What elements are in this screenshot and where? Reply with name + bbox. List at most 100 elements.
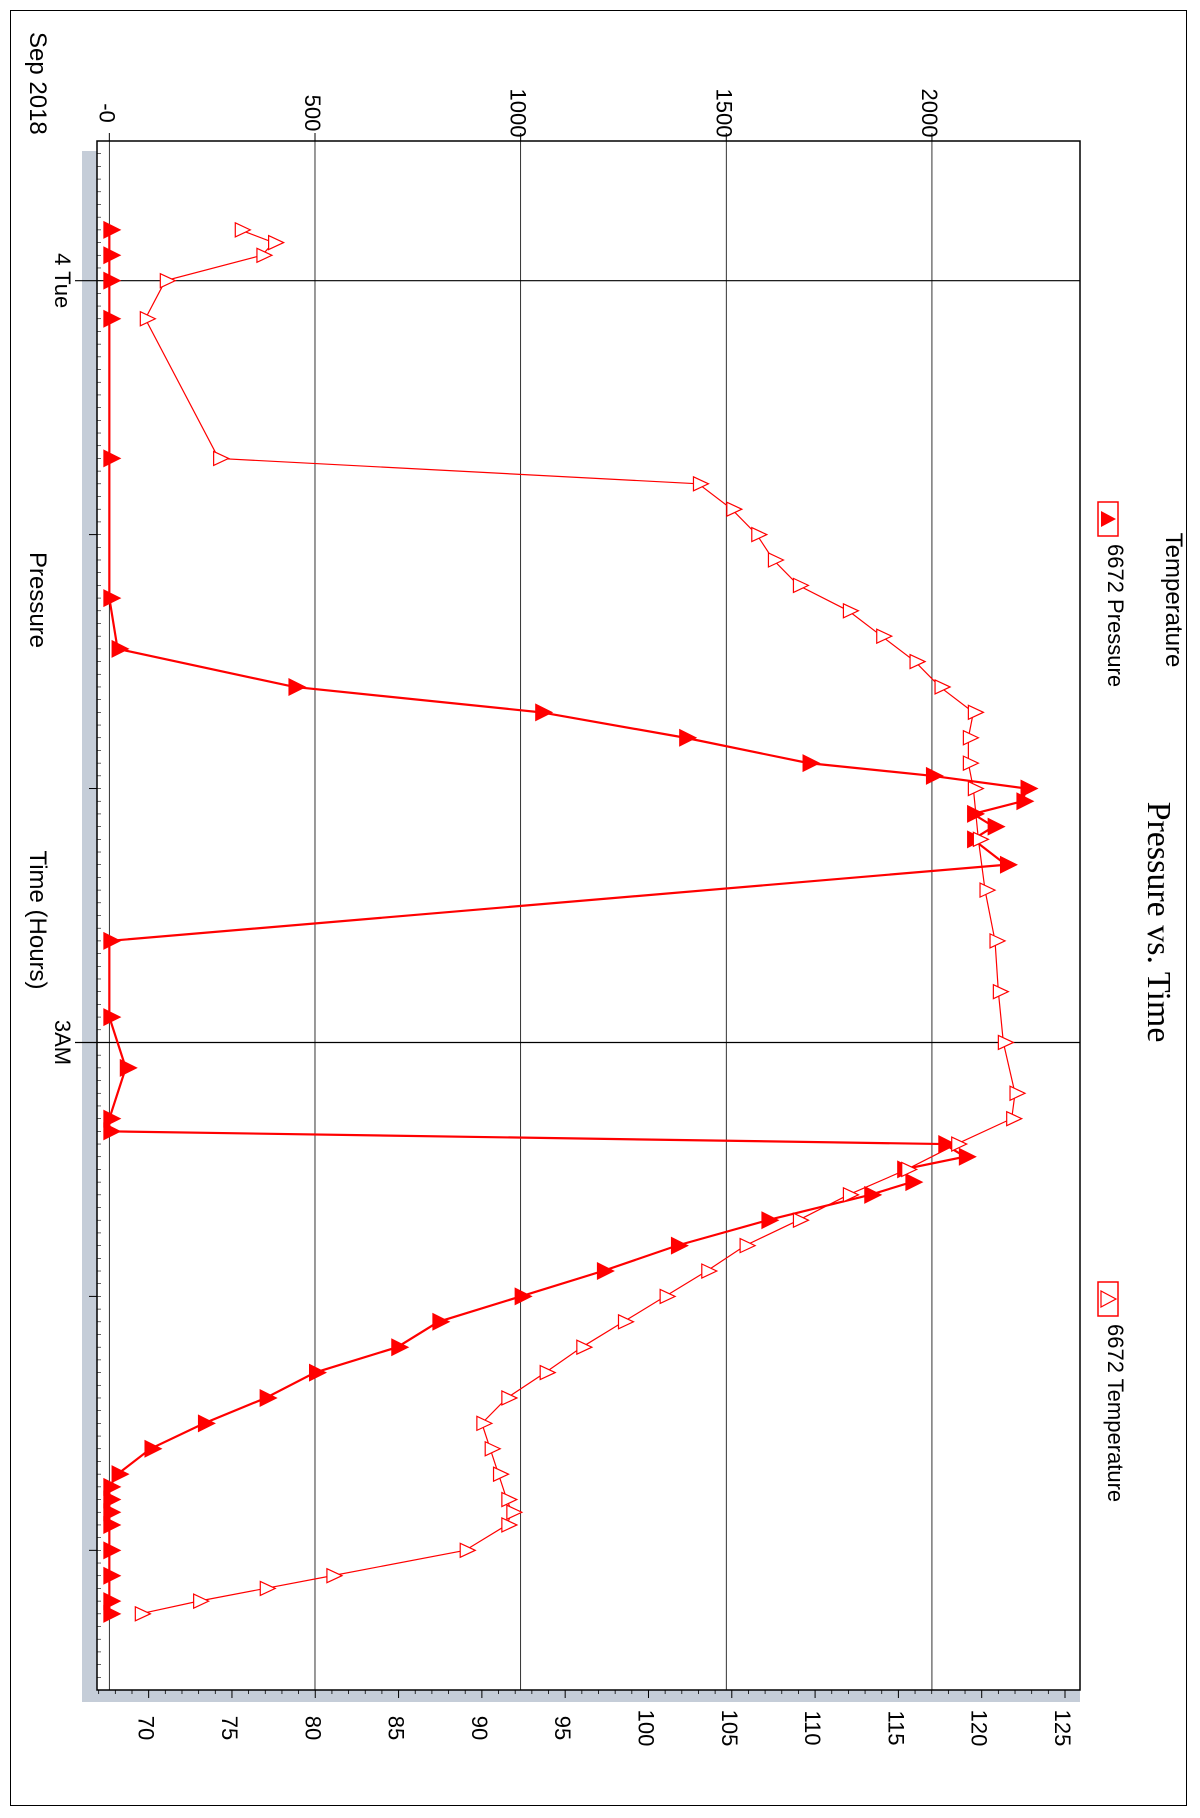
pressure-point — [679, 728, 698, 747]
temperature-point — [997, 1034, 1015, 1051]
temperature-point — [692, 475, 710, 492]
temperature-tick-label: 75 — [217, 1716, 242, 1740]
pressure-point — [596, 1262, 615, 1281]
pressure-point — [103, 309, 122, 328]
temperature-point — [842, 1186, 860, 1203]
pressure-point — [103, 1592, 122, 1611]
temperature-point — [876, 628, 894, 645]
temperature-point — [751, 526, 769, 543]
time-scroll-bar[interactable] — [82, 151, 97, 1702]
pressure-point — [111, 639, 130, 658]
temperature-point — [326, 1567, 344, 1584]
pressure-point — [103, 1566, 122, 1585]
pressure-point — [197, 1414, 216, 1433]
temperature-point — [259, 1580, 277, 1597]
temperature-point — [193, 1593, 211, 1610]
pressure-point — [103, 246, 122, 265]
temperature-point — [134, 1605, 152, 1622]
chart-title: Pressure vs. Time — [1140, 802, 1177, 1043]
temperature-point — [1009, 1085, 1027, 1102]
temperature-point — [967, 704, 985, 721]
temperature-point — [659, 1288, 677, 1305]
pressure-point — [103, 1503, 122, 1522]
temperature-point — [256, 247, 274, 264]
pressure-point — [103, 1604, 122, 1623]
time-axis-label: Time (Hours) — [24, 850, 51, 989]
temperature-point — [234, 221, 252, 238]
temperature-tick-label: 100 — [633, 1710, 658, 1747]
pressure-point — [905, 1173, 924, 1192]
legend-marker — [1100, 1290, 1118, 1308]
temperature-point — [767, 552, 785, 568]
temperature-point — [501, 1491, 519, 1508]
pressure-point — [103, 1515, 122, 1534]
temperature-point — [951, 1136, 969, 1152]
pressure-point — [144, 1439, 163, 1458]
pressure-point — [925, 766, 944, 785]
legend-item: 6672 Pressure — [1097, 501, 1128, 687]
temperature-tick-label: 125 — [1050, 1710, 1075, 1747]
temperature-point — [967, 780, 985, 797]
pressure-point — [938, 1135, 957, 1154]
pressure-point — [259, 1388, 278, 1407]
pressure-tick-label: -0 — [94, 103, 119, 123]
temperature-point — [476, 1415, 494, 1432]
temperature-point — [909, 653, 927, 670]
legend-marker — [1101, 511, 1116, 527]
temperature-point — [962, 729, 980, 746]
temperature-point — [501, 1390, 519, 1406]
temperature-point — [739, 1237, 757, 1254]
pressure-point — [391, 1338, 410, 1357]
legend-item: 6672 Temperature — [1097, 1281, 1128, 1502]
chart-frame — [10, 10, 1187, 1806]
pressure-point — [103, 589, 122, 608]
pressure-point — [1016, 792, 1035, 811]
legend: 6672 Pressure 6672 Temperature — [1097, 501, 1128, 1502]
temperature-point — [501, 1517, 519, 1533]
pressure-point — [119, 1058, 138, 1077]
pressure-point — [103, 271, 122, 290]
pressure-point — [103, 220, 122, 239]
temperature-point — [726, 501, 744, 518]
pressure-point — [103, 1109, 122, 1128]
pressure-point — [670, 1236, 689, 1255]
temperature-tick-label: 115 — [883, 1710, 908, 1745]
temperature-point — [213, 450, 231, 467]
pressure-point — [103, 1008, 122, 1027]
temperature-tick-label: 120 — [967, 1710, 992, 1747]
temperature-point — [792, 1212, 810, 1229]
temperature-tick-label: 105 — [717, 1710, 742, 1747]
pressure-point — [987, 817, 1006, 836]
temperature-tick-label: 110 — [800, 1710, 825, 1745]
temperature-point — [792, 577, 810, 594]
month-label: Sep 2018 — [24, 32, 51, 135]
pressure-point — [1020, 779, 1039, 798]
temperature-point — [506, 1504, 524, 1521]
pressure-tick-label: 1000 — [506, 89, 531, 138]
pressure-axis-label: Pressure — [24, 552, 51, 648]
temperature-point — [492, 1466, 510, 1483]
temperature-point — [901, 1161, 919, 1178]
temperature-point — [159, 272, 177, 289]
series-layer — [103, 220, 1039, 1623]
temperature-point — [972, 831, 990, 848]
temperature-point — [617, 1313, 635, 1330]
temperature-point — [459, 1542, 477, 1559]
pressure-tick-label: 500 — [300, 95, 325, 132]
time-tick-label: 4 Tue — [50, 253, 75, 308]
temperature-point — [1006, 1110, 1024, 1127]
pressure-point — [103, 1490, 122, 1509]
temperature-point — [992, 983, 1010, 1000]
temperature-point — [576, 1339, 594, 1356]
plot-area — [96, 140, 1081, 1691]
pressure-point — [103, 931, 122, 950]
pressure-point — [103, 1122, 122, 1141]
temperature-point — [962, 755, 980, 772]
legend-label: 6672 Temperature — [1103, 1324, 1128, 1502]
pressure-point — [432, 1312, 451, 1331]
pressure-point — [514, 1287, 533, 1306]
temperature-point — [934, 679, 952, 695]
temperature-point — [701, 1263, 719, 1279]
pressure-tick-label: 1500 — [711, 89, 736, 138]
